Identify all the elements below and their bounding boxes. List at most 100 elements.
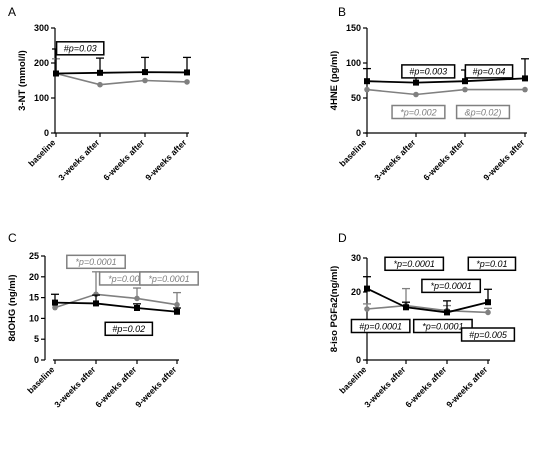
x-tick-label: 3-weeks after bbox=[56, 137, 102, 183]
annotation-box bbox=[66, 254, 126, 270]
data-point bbox=[97, 69, 103, 76]
panel-letter: C bbox=[8, 231, 17, 245]
panel-letter: D bbox=[338, 231, 347, 245]
y-axis-label: 3-NT (mmol/l) bbox=[17, 50, 28, 111]
y-tick-label: 5 bbox=[34, 334, 39, 344]
data-point bbox=[462, 86, 468, 93]
data-point bbox=[184, 79, 190, 85]
y-tick-label: 15 bbox=[29, 293, 39, 303]
annotation-text: #p=0.03 bbox=[64, 44, 97, 54]
series-line bbox=[54, 301, 178, 313]
annotation-box bbox=[460, 327, 516, 342]
series-line bbox=[366, 77, 526, 84]
annotation-text: #p=0.02 bbox=[112, 324, 145, 334]
y-tick-label: 10 bbox=[29, 313, 39, 323]
annotation-text: *p=0.0001 bbox=[394, 259, 435, 269]
y-tick-label: 100 bbox=[346, 58, 361, 68]
data-point bbox=[174, 301, 180, 308]
y-tick-label: 300 bbox=[34, 23, 49, 33]
annotation-box bbox=[139, 271, 199, 286]
data-point bbox=[93, 300, 99, 307]
series-line bbox=[54, 293, 178, 309]
annotation-box bbox=[104, 321, 154, 337]
annotation-text: *p=0.0001 bbox=[75, 257, 116, 267]
data-point bbox=[134, 295, 140, 302]
x-tick-label: baseline bbox=[26, 137, 57, 168]
data-point bbox=[485, 299, 491, 306]
x-tick-label: 9-weeks after bbox=[133, 364, 179, 410]
data-point bbox=[364, 285, 370, 292]
chart-panel: C 0 5 10 15 20 25 8dOHG (ng/ml) baseline3-weeks … bbox=[7, 231, 199, 410]
series-line bbox=[366, 88, 525, 96]
annotation-text: #p=0.04 bbox=[473, 67, 506, 77]
y-tick-label: 0 bbox=[356, 355, 361, 365]
data-point bbox=[97, 81, 103, 88]
annotation-text: *p=0.0001 bbox=[430, 281, 471, 291]
data-point bbox=[403, 304, 409, 311]
x-tick-label: 6-weeks after bbox=[101, 137, 147, 183]
chart-panel: D01020308-iso PGFa2(ng/ml)baseline3-week… bbox=[329, 231, 517, 410]
y-tick-label: 0 bbox=[34, 355, 39, 365]
chart-panel: A 0 100 200 300 3-NT (mmol/l) baseline3-weeks … bbox=[8, 5, 191, 183]
x-tick-label: baseline bbox=[25, 364, 56, 395]
x-tick-label: 6-weeks after bbox=[421, 137, 467, 183]
x-tick-label: 9-weeks after bbox=[143, 137, 189, 183]
x-tick-label: 9-weeks after bbox=[444, 364, 490, 410]
annotation-text: *p=0.01 bbox=[476, 259, 507, 269]
series-line bbox=[366, 287, 489, 314]
y-axis-label: 8-iso PGFa2(ng/ml) bbox=[329, 266, 340, 353]
data-point bbox=[134, 305, 140, 311]
x-tick-label: baseline bbox=[337, 137, 368, 168]
data-point bbox=[364, 78, 370, 85]
panel-letter: A bbox=[8, 5, 16, 19]
data-point bbox=[364, 306, 370, 312]
annotation-box bbox=[455, 104, 511, 120]
data-point bbox=[53, 70, 59, 77]
annotation-box bbox=[412, 318, 473, 334]
panel-letter: B bbox=[338, 5, 346, 19]
y-tick-label: 30 bbox=[351, 253, 361, 263]
y-tick-label: 200 bbox=[34, 58, 49, 68]
data-point bbox=[174, 308, 180, 315]
annotation-text: &p=0.02) bbox=[465, 107, 502, 117]
annotation-box bbox=[467, 256, 517, 272]
data-point bbox=[52, 304, 58, 311]
annotation-text: #p=0.005 bbox=[469, 330, 508, 340]
data-point bbox=[444, 309, 450, 316]
data-point bbox=[522, 86, 528, 93]
series-line bbox=[55, 71, 188, 75]
annotation-text: #p=0.003 bbox=[409, 67, 447, 77]
data-point bbox=[485, 309, 491, 316]
annotation-box bbox=[350, 318, 411, 334]
annotation-box bbox=[421, 278, 482, 294]
y-tick-label: 50 bbox=[351, 93, 361, 103]
x-tick-label: 3-weeks after bbox=[372, 137, 418, 183]
data-point bbox=[52, 299, 58, 306]
annotation-text: *p=0.0001 bbox=[108, 274, 149, 284]
data-point bbox=[522, 75, 528, 82]
annotation-box bbox=[391, 104, 446, 120]
y-tick-label: 100 bbox=[34, 93, 49, 103]
data-point bbox=[364, 86, 370, 93]
series-line bbox=[55, 72, 188, 86]
x-tick-label: 3-weeks after bbox=[362, 364, 408, 410]
data-point bbox=[413, 79, 419, 86]
data-point bbox=[142, 77, 148, 84]
y-tick-label: 25 bbox=[29, 251, 39, 261]
y-tick-label: 150 bbox=[346, 23, 361, 33]
y-axis-label: 4HNE (pg/ml) bbox=[329, 51, 340, 111]
data-point bbox=[184, 69, 190, 76]
annotation-text: *p=0.002 bbox=[400, 107, 436, 117]
annotation-box bbox=[464, 64, 514, 79]
y-tick-label: 20 bbox=[351, 287, 361, 297]
annotation-box bbox=[401, 64, 456, 79]
y-tick-label: 0 bbox=[356, 128, 361, 138]
x-tick-label: 6-weeks after bbox=[93, 364, 139, 410]
x-tick-label: 9-weeks after bbox=[481, 137, 527, 183]
y-tick-label: 20 bbox=[29, 272, 39, 282]
series-line bbox=[366, 304, 489, 314]
annotation-text: *p=0.0001 bbox=[422, 321, 463, 331]
data-point bbox=[462, 78, 468, 85]
annotation-box bbox=[384, 256, 445, 272]
